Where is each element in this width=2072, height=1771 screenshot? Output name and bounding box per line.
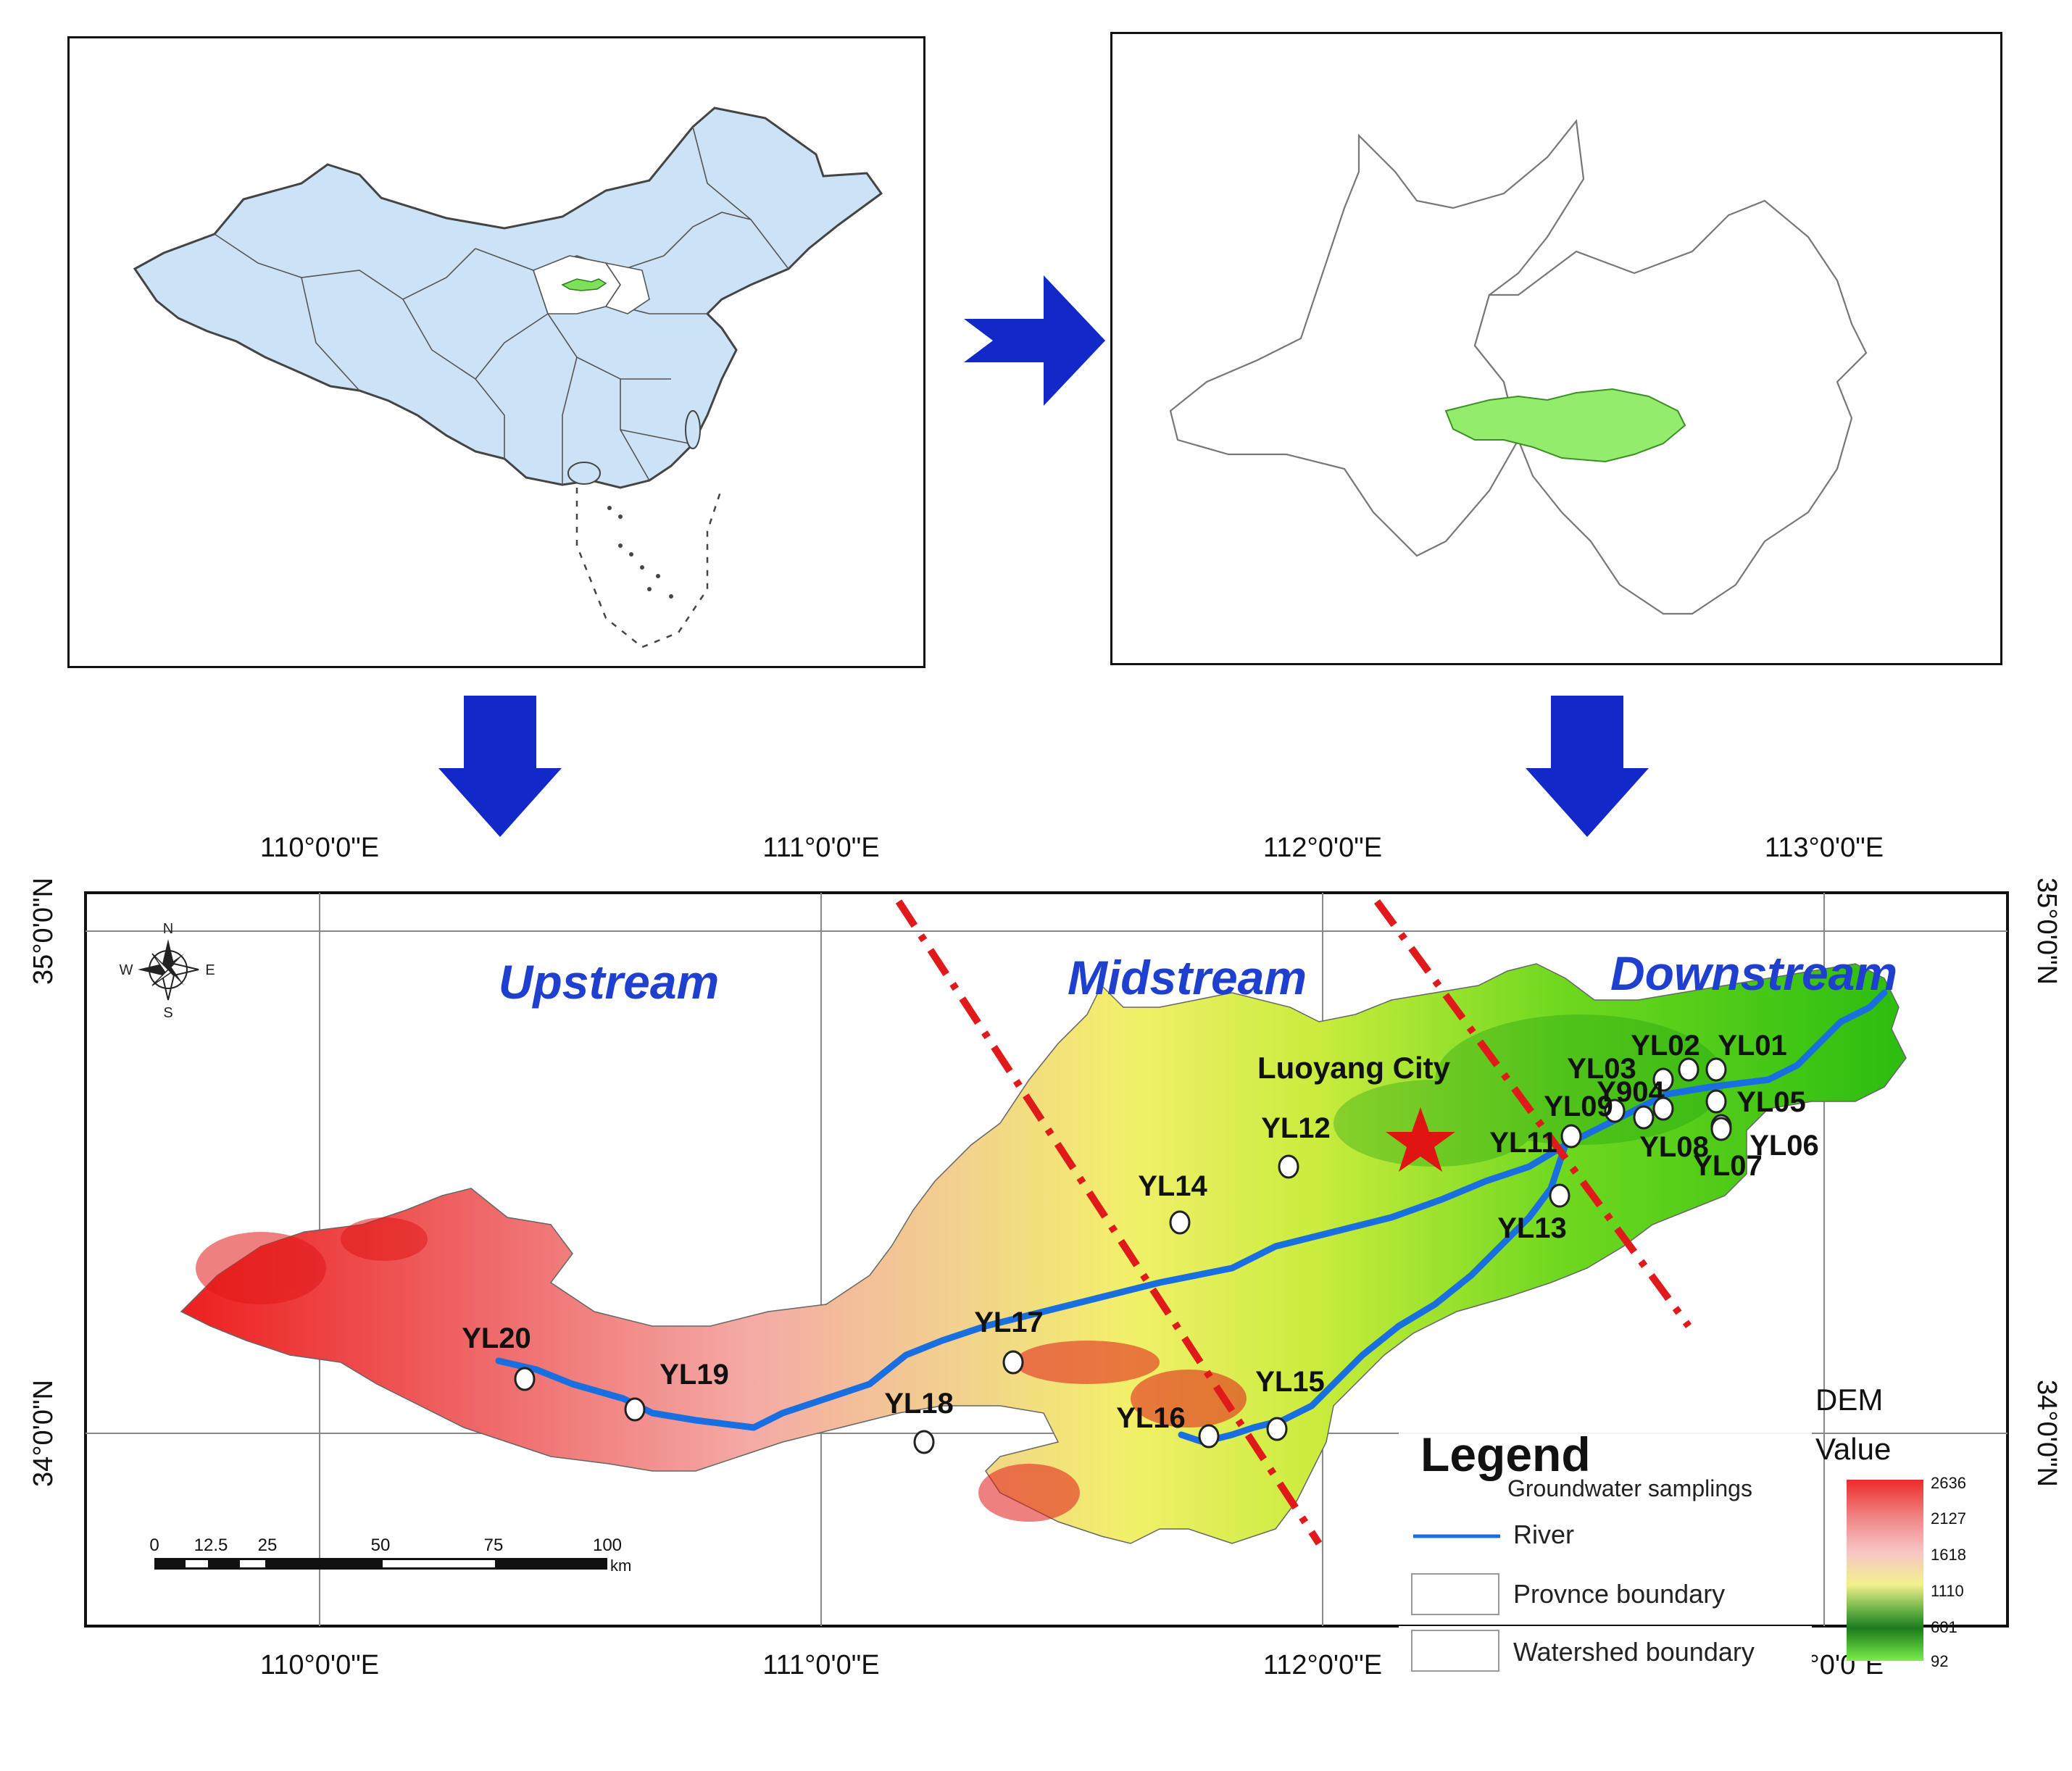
sample-label-yl14: YL14 [1138, 1170, 1207, 1202]
sample-label-yl02: YL02 [1631, 1030, 1700, 1062]
dem-tick-601: 601 [1931, 1618, 1957, 1636]
main-map-svg: 110°0'0"E 111°0'0"E 112°0'0"E 113°0'0"E … [28, 833, 2062, 1680]
sample-label-yl17: YL17 [974, 1307, 1044, 1338]
sample-label-yl19: YL19 [660, 1359, 729, 1391]
scale-tick-12-5: 12.5 [194, 1535, 228, 1555]
lon-label-top-111: 111°0'0"E [762, 833, 879, 863]
china-inset-map [67, 36, 925, 668]
region-upstream: Upstream [499, 955, 719, 1009]
sample-label-yl06: YL06 [1749, 1130, 1819, 1162]
legend-province: Provnce boundary [1513, 1579, 1725, 1609]
dem-tick-2127: 2127 [1931, 1509, 1966, 1528]
lon-label-bottom-112: 112°0'0"E [1263, 1650, 1382, 1680]
scale-tick-75: 75 [484, 1535, 504, 1555]
region-midstream: Midstream [1068, 951, 1307, 1004]
legend-groundwater: Groundwater samplings [1507, 1475, 1752, 1501]
legend-river: River [1513, 1520, 1574, 1549]
sample-label-yl20: YL20 [462, 1322, 531, 1354]
scale-tick-0: 0 [149, 1535, 159, 1555]
sample-label-yl09: YL09 [1544, 1091, 1613, 1122]
sample-label-yl08: YL08 [1639, 1131, 1709, 1163]
dem-tick-1618: 1618 [1931, 1546, 1966, 1564]
dem-subtitle: Value [1815, 1432, 1891, 1466]
sample-label-yl15: YL15 [1255, 1366, 1325, 1398]
lon-label-top-110: 110°0'0"E [260, 833, 379, 863]
sample-marker-yl05 [1705, 1089, 1727, 1114]
sample-marker-yl19 [624, 1397, 646, 1422]
legend-title: Legend [1420, 1428, 1591, 1481]
province-inset-map [1110, 32, 2002, 665]
legend: Legend Groundwater samplings River Provn… [1399, 1424, 1812, 1623]
compass-n: N [163, 921, 173, 937]
sample-label-yl13: YL13 [1497, 1212, 1567, 1244]
dem-tick-92: 92 [1931, 1652, 1948, 1670]
sample-label-yl07: YL07 [1693, 1150, 1763, 1182]
sample-marker-yl09 [1652, 1096, 1674, 1121]
sample-label-yl12: YL12 [1261, 1112, 1331, 1144]
scale-tick-25: 25 [258, 1535, 278, 1555]
dem-color-ramp [1847, 1480, 1923, 1661]
lon-label-top-112: 112°0'0"E [1263, 833, 1382, 863]
legend-watershed: Watershed boundary [1513, 1637, 1755, 1667]
sample-marker-yl17 [1002, 1350, 1024, 1375]
compass-s: S [163, 1005, 172, 1021]
scale-bar: 0 12.5 25 50 75 100 km [149, 1535, 631, 1575]
sample-marker-yl08 [1633, 1105, 1655, 1130]
scale-tick-50: 50 [371, 1535, 391, 1555]
sample-marker-yl03 [1652, 1067, 1674, 1092]
river [495, 989, 1888, 1446]
sample-label-yl05: YL05 [1736, 1086, 1806, 1118]
sample-label-yl11: YL11 [1489, 1127, 1557, 1159]
compass-e: E [205, 962, 215, 978]
city-label: Luoyang City [1257, 1051, 1451, 1085]
arrow-down-icon [438, 696, 562, 837]
sample-marker-yl02 [1678, 1057, 1699, 1082]
sample-marker-yl16 [1198, 1424, 1220, 1449]
sample-marker-yl18 [913, 1430, 935, 1454]
city-star-icon [1386, 1107, 1455, 1172]
lon-label-bottom-110: 110°0'0"E [260, 1650, 379, 1680]
compass-w: W [120, 962, 133, 978]
lat-label-right-35: 35°0'0"N [2031, 878, 2062, 985]
legend-overlay: Watershed boundary DEM Value 2636 2127 1… [1399, 1383, 1966, 1677]
sample-marker-yl11 [1560, 1124, 1582, 1149]
sample-marker-yl01 [1705, 1057, 1727, 1082]
scale-unit: km [610, 1557, 631, 1575]
sample-marker-yl20 [514, 1367, 536, 1391]
sample-label-yl01: YL01 [1718, 1030, 1787, 1062]
sample-label-yl16: YL16 [1116, 1402, 1186, 1434]
region-divider [895, 899, 1692, 1546]
lat-label-right-34: 34°0'0"N [2031, 1380, 2062, 1487]
sample-label-yl18: YL18 [884, 1388, 954, 1420]
lat-label-left-35: 35°0'0"N [28, 878, 59, 985]
sample-marker-y904 [1604, 1099, 1626, 1123]
legend-province-swatch [1411, 1573, 1499, 1615]
dem-tick-2636: 2636 [1931, 1474, 1966, 1492]
main-map: 110°0'0"E 111°0'0"E 112°0'0"E 113°0'0"E … [0, 804, 2072, 1767]
north-arrow-icon: N S E W [120, 921, 215, 1021]
lon-label-bottom-111: 111°0'0"E [762, 1650, 879, 1680]
sample-marker-yl12 [1278, 1154, 1299, 1179]
dem-tick-1110: 1110 [1931, 1582, 1964, 1600]
sample-marker-yl13 [1549, 1183, 1570, 1208]
sample-label-y904: Y904 [1597, 1076, 1665, 1108]
province-outline [1169, 119, 1868, 615]
arrow-down-icon [1526, 696, 1649, 837]
arrow-right-icon [964, 275, 1105, 406]
scale-tick-100: 100 [593, 1535, 622, 1555]
lon-label-top-113: 113°0'0"E [1765, 833, 1884, 863]
sample-marker-yl15 [1266, 1417, 1288, 1441]
dem-title: DEM [1815, 1383, 1883, 1417]
china-outline [133, 107, 883, 649]
legend-watershed-swatch [1411, 1630, 1499, 1672]
lat-label-left-34: 34°0'0"N [28, 1380, 59, 1487]
sample-marker-yl07 [1710, 1117, 1732, 1141]
sample-label-yl03: YL03 [1567, 1053, 1636, 1085]
sample-marker-yl14 [1169, 1210, 1191, 1235]
region-downstream: Downstream [1610, 946, 1897, 1000]
